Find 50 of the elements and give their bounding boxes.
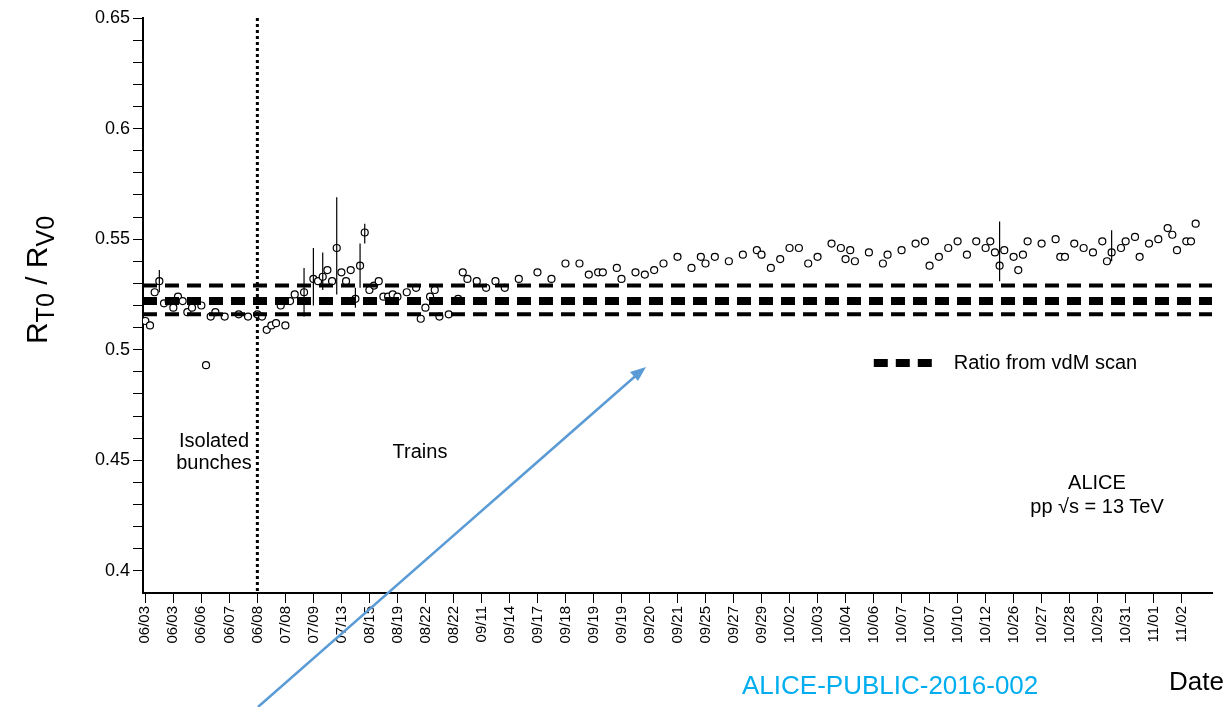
x-tick-label: 06/07: [219, 606, 237, 644]
x-tick-label: 11/02: [1171, 606, 1189, 643]
x-tick-label: 10/07: [919, 606, 937, 644]
x-tick-label: 10/03: [807, 606, 825, 644]
x-tick-label: 10/28: [1059, 606, 1077, 644]
x-tick-label: 10/31: [1115, 606, 1133, 644]
x-tick-label: 09/19: [583, 606, 601, 644]
x-tick-label: 10/10: [947, 606, 965, 644]
y-tick-label: 0.65: [94, 6, 130, 27]
x-tick-label: 07/08: [275, 606, 293, 644]
x-tick-label: 09/29: [751, 606, 769, 644]
x-tick-label: 06/06: [191, 606, 209, 644]
x-tick-label: 10/04: [835, 606, 853, 644]
x-tick-label: 08/22: [415, 606, 433, 644]
x-tick-label: 08/19: [387, 606, 405, 644]
x-tick-label: 09/27: [723, 606, 741, 644]
y-tick-label: 0.45: [94, 449, 130, 470]
x-tick-label: 09/21: [667, 606, 685, 644]
x-tick-label: 09/20: [639, 606, 657, 644]
x-tick-label: 07/13: [331, 606, 349, 644]
annotation: Trains: [392, 439, 448, 462]
x-tick-label: 06/03: [135, 606, 153, 644]
x-tick-label: 06/03: [163, 606, 181, 644]
x-tick-label: 09/11: [471, 606, 489, 643]
legend-label: Ratio from vdM scan: [953, 350, 1138, 373]
annotation: Isolated bunches: [176, 428, 252, 473]
x-tick-label: 09/17: [527, 606, 545, 644]
x-tick-label: 10/07: [891, 606, 909, 644]
x-tick-label: 07/09: [303, 606, 321, 644]
x-tick-label: 09/14: [499, 606, 517, 644]
x-tick-label: 06/08: [247, 606, 265, 644]
x-tick-label: 08/22: [443, 606, 461, 644]
x-tick-label: 09/19: [611, 606, 629, 644]
y-tick-label: 0.5: [104, 338, 130, 359]
y-tick-label: 0.4: [104, 559, 130, 580]
x-tick-label: 09/25: [695, 606, 713, 644]
y-tick-label: 0.55: [94, 228, 130, 249]
x-tick-label: 11/01: [1143, 606, 1161, 643]
annotation: ALICE: [1068, 470, 1126, 493]
x-axis-title: Date: [1169, 666, 1224, 697]
x-tick-label: 10/29: [1087, 606, 1105, 644]
text: ALICE-PUBLIC-2016-002: [742, 670, 1039, 701]
annotation: pp √s = 13 TeV: [1030, 494, 1165, 517]
x-tick-label: 10/06: [863, 606, 881, 644]
x-tick-label: 10/27: [1031, 606, 1049, 644]
y-tick-label: 0.6: [104, 117, 130, 138]
x-tick-label: 10/12: [975, 606, 993, 644]
x-tick-label: 10/02: [779, 606, 797, 644]
x-tick-label: 09/18: [555, 606, 573, 644]
x-tick-label: 10/26: [1003, 606, 1021, 644]
